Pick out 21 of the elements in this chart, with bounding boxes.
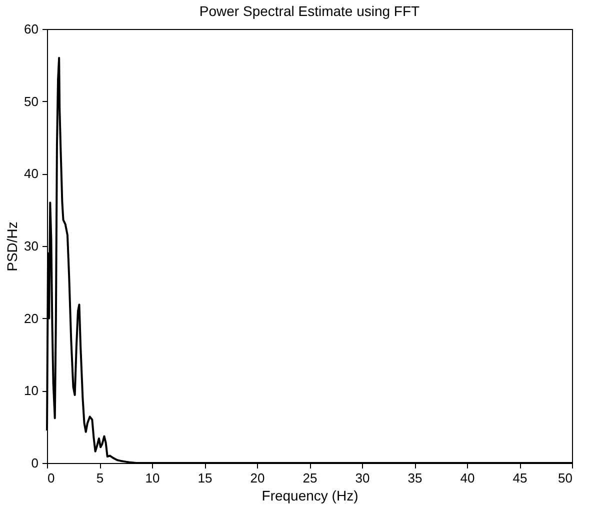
- y-tick-label: 0: [31, 456, 38, 470]
- x-tick-label: 10: [145, 470, 160, 486]
- x-tick-label: 20: [250, 470, 265, 486]
- y-tick-label: 40: [24, 166, 38, 182]
- x-tick-label: 45: [512, 470, 528, 486]
- x-tick-label: 0: [48, 470, 55, 486]
- x-tick-label: 30: [355, 470, 370, 486]
- x-tick-label: 35: [408, 470, 422, 486]
- y-tick-label: 20: [24, 310, 38, 326]
- x-tick-label: 25: [302, 470, 318, 486]
- y-tick-label: 50: [24, 94, 38, 109]
- y-tick-label: 60: [24, 22, 38, 36]
- x-tick-label: 5: [96, 470, 104, 486]
- y-axis-title: PSD/Hz: [4, 222, 20, 272]
- x-tick-label: 15: [198, 470, 212, 486]
- x-tick-label: 40: [460, 470, 475, 486]
- y-tick-label: 30: [24, 238, 38, 254]
- x-tick-label: 50: [558, 470, 572, 486]
- x-axis-title: Frequency (Hz): [262, 488, 358, 504]
- y-tick-label: 10: [24, 383, 38, 398]
- chart-title: Power Spectral Estimate using FFT: [199, 3, 420, 19]
